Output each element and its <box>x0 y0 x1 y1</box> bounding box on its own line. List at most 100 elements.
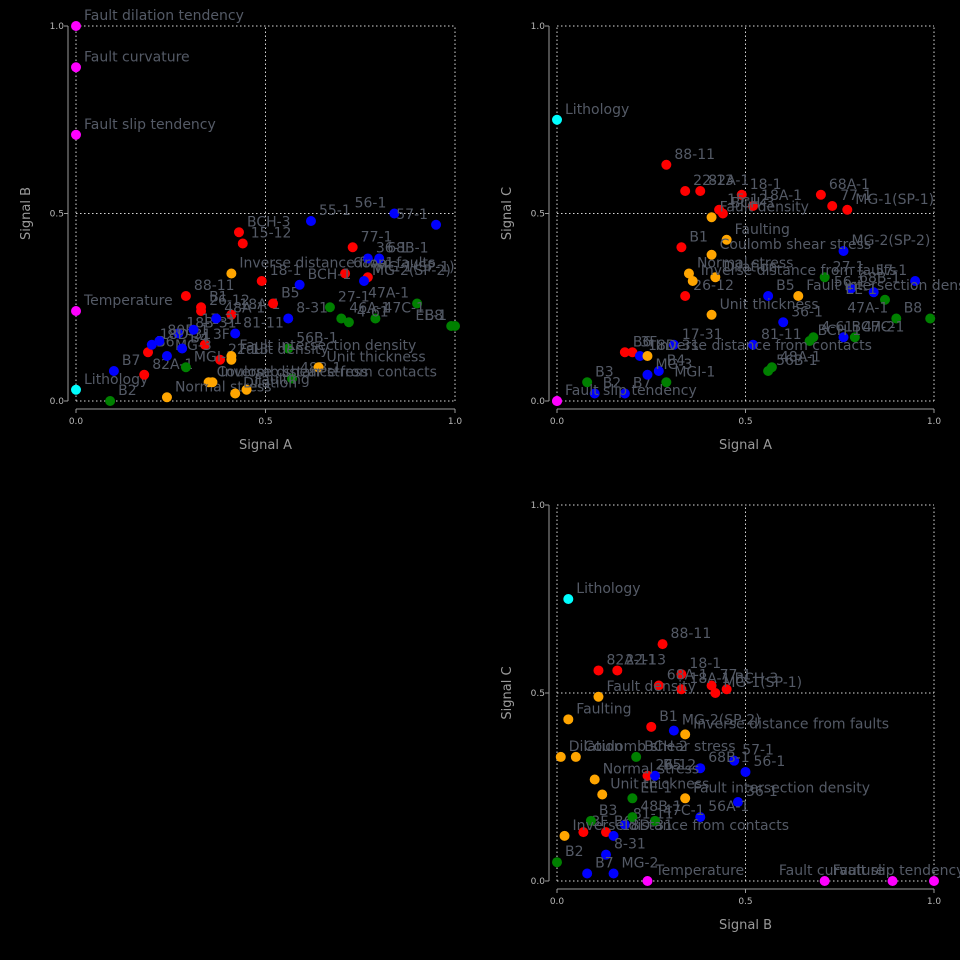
point-label: 77-1 <box>361 229 393 245</box>
y-axis-title: Signal C <box>500 187 515 240</box>
point-label: 18A-1 <box>689 671 730 687</box>
point-label: Normal stress <box>603 761 700 777</box>
point-label: 56-1 <box>754 754 786 770</box>
point-label: Inverse distance from faults <box>701 263 897 279</box>
scatter-point <box>283 343 294 354</box>
point-label: BCH-3 <box>735 671 779 687</box>
scatter-point <box>695 812 706 823</box>
scatter-point <box>336 313 347 324</box>
point-label: 26-12 <box>693 278 734 294</box>
point-label: Inverse distance from faults <box>693 716 889 732</box>
scatter-point <box>650 770 661 781</box>
point-label: Coulomb shear stress <box>584 739 736 755</box>
scatter-point <box>154 336 165 346</box>
point-label: 55-1 <box>319 203 351 219</box>
scatter-point <box>729 755 740 766</box>
point-label: B8 <box>425 308 444 324</box>
scatter-point <box>313 362 324 373</box>
point-label: B4 <box>667 353 686 369</box>
scatter-point <box>233 227 244 238</box>
point-label: 47C-1 <box>383 301 425 317</box>
x-tick-label: 0.5 <box>738 897 752 907</box>
point-label: EE-1 <box>415 308 447 324</box>
point-label: B2 <box>565 844 584 860</box>
point-label: B1 <box>689 229 708 245</box>
scatter-point <box>161 392 172 403</box>
scatter-point <box>593 665 604 676</box>
point-label: MG-2(SP-2) <box>852 233 931 249</box>
scatter-point <box>585 815 596 826</box>
point-label: 3F <box>213 327 230 343</box>
point-label: Fault dilation tendency <box>84 8 244 24</box>
point-label: 57-1 <box>875 263 907 279</box>
point-label: Fault slip tendency <box>565 383 697 399</box>
point-label: 8-31 <box>614 837 646 853</box>
scatter-point <box>680 291 691 301</box>
scatter-point <box>706 309 717 320</box>
point-label: 18-1 <box>270 263 302 279</box>
scatter-point <box>177 343 188 354</box>
point-label: MG-2 <box>622 855 659 871</box>
point-label: 56A-1 <box>708 799 749 815</box>
scatter-point <box>597 789 608 800</box>
point-label: 77-1 <box>720 667 752 683</box>
point-label: 22-13 <box>625 652 666 668</box>
point-label: BCH-1 <box>308 267 352 283</box>
point-label: 48B-1 <box>640 799 681 815</box>
scatter-point <box>563 594 574 604</box>
point-label: 27-1 <box>833 259 865 275</box>
scatter-point <box>721 684 732 695</box>
scatter-point <box>668 339 679 350</box>
y-tick-label: 0.5 <box>531 689 545 699</box>
y-axis-title: Signal B <box>19 187 34 240</box>
scatter-point <box>256 276 267 286</box>
x-tick-label: 1.0 <box>927 417 942 427</box>
point-label: B5 <box>776 278 795 294</box>
scatter-point <box>657 639 668 650</box>
scatter-point <box>849 332 860 343</box>
point-label: 17-31 <box>682 327 723 343</box>
grid <box>556 504 935 882</box>
point-label: 48A-1 <box>780 349 821 365</box>
scatter-point <box>627 347 638 358</box>
point-label: 77-1 <box>840 188 872 204</box>
scatter-point <box>650 815 661 826</box>
point-label: Fault slip tendency <box>833 863 960 879</box>
scatter-point <box>71 384 81 395</box>
y-tick-label: 0.0 <box>50 397 65 407</box>
scatter-panel-2: 0.0 0.0 0.5 0.5 1.0 1.0 Signal A Signal C Lithol… <box>500 22 960 453</box>
point-label: 4-61 <box>821 319 853 335</box>
scatter-point <box>695 186 706 196</box>
point-label: Fault intersection density <box>693 780 870 796</box>
scatter-point <box>687 276 698 286</box>
point-label: B5 <box>663 758 682 774</box>
scatter-point <box>294 279 305 290</box>
scatter-point <box>552 396 562 406</box>
x-axis-title: Signal B <box>719 918 772 933</box>
scatter-point <box>891 313 902 324</box>
scatter-point <box>552 114 562 125</box>
point-label: 48A-1 <box>224 301 265 317</box>
point-label: 46A-1 <box>349 301 390 317</box>
point-label: 68B-1 <box>859 271 900 287</box>
scatter-point <box>226 351 237 361</box>
scatter-point <box>676 669 687 680</box>
scatter-point <box>343 317 354 328</box>
point-label: 57-1 <box>396 207 428 223</box>
point-label: 56B-1 <box>776 353 817 369</box>
scatter-point <box>608 830 619 841</box>
point-label: 81-11 <box>761 327 802 343</box>
point-label: 36-1 <box>791 304 823 320</box>
scatter-point <box>819 272 830 283</box>
point-label: Dilation <box>243 376 297 392</box>
x-tick-label: 1.0 <box>927 897 942 907</box>
scatter-point <box>695 763 706 774</box>
point-label: 27-1 <box>338 289 370 305</box>
scatter-point <box>653 366 664 376</box>
y-tick-label: 0.5 <box>50 210 64 220</box>
scatter-point <box>359 276 370 286</box>
scatter-point <box>593 691 604 702</box>
point-label: EE-1 <box>845 282 877 298</box>
point-label: Unit thickness <box>720 297 819 313</box>
